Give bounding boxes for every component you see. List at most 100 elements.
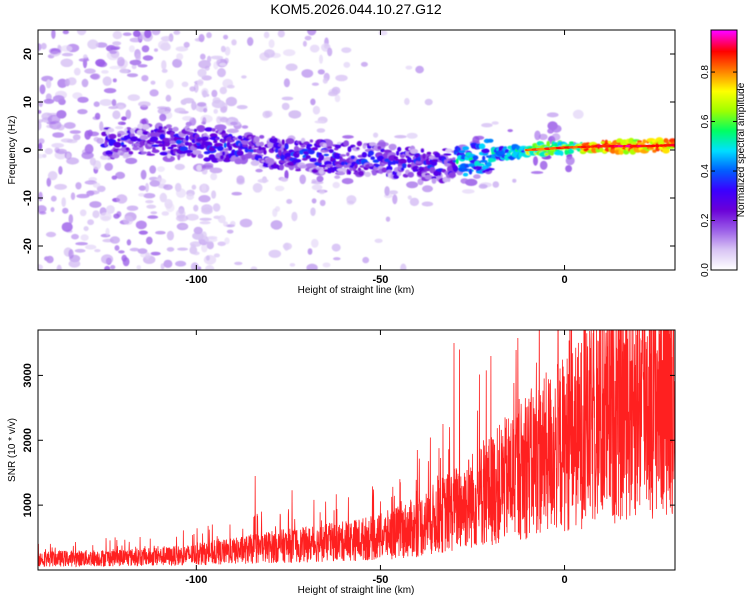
heatmap-cell — [199, 221, 211, 225]
heatmap-cell — [388, 143, 397, 151]
heatmap-cell — [145, 182, 149, 193]
heatmap-cell — [110, 46, 120, 51]
heatmap-cell — [189, 86, 196, 92]
heatmap-cell — [46, 177, 52, 187]
heatmap-cell — [115, 171, 126, 179]
heatmap-cell — [241, 139, 249, 145]
heatmap-cell — [116, 211, 122, 218]
colorbar-stripe — [711, 262, 737, 265]
heatmap-cell — [201, 168, 208, 175]
heatmap-cell — [397, 146, 402, 152]
heatmap-cell — [149, 132, 159, 138]
heatmap-cell — [38, 211, 47, 215]
heatmap-cell — [95, 59, 106, 67]
heatmap-cell — [138, 185, 147, 191]
heatmap-cell — [448, 172, 456, 179]
heatmap-cell — [71, 233, 79, 240]
heatmap-cell — [307, 248, 313, 255]
heatmap-cell — [219, 62, 227, 67]
heatmap-cell — [642, 139, 647, 144]
heatmap-cell — [121, 146, 128, 153]
heatmap-cell — [197, 102, 207, 107]
heatmap-cell — [106, 205, 115, 214]
heatmap-cell — [421, 201, 434, 207]
heatmap-cell — [157, 106, 168, 110]
colorbar-stripe — [711, 180, 737, 183]
heatmap-cell — [374, 238, 383, 243]
heatmap-cell — [231, 191, 242, 196]
heatmap-cell — [538, 133, 548, 141]
heatmap-cell — [479, 159, 488, 163]
heatmap-cell — [172, 126, 179, 132]
heatmap-cell — [415, 153, 420, 158]
heatmap-cell — [311, 82, 319, 86]
heatmap-cell — [128, 151, 134, 155]
heatmap-cell — [75, 242, 88, 246]
heatmap-cell — [213, 140, 218, 144]
heatmap-cell — [68, 214, 74, 224]
heatmap-cell — [398, 158, 407, 165]
colorbar-stripe — [711, 58, 737, 61]
colorbar-stripe — [711, 108, 737, 111]
heatmap-cell — [507, 129, 513, 133]
heatmap-cell — [236, 178, 245, 185]
heatmap-cell — [219, 155, 224, 160]
heatmap-cell — [197, 68, 207, 78]
heatmap-cell — [50, 195, 57, 202]
heatmap-cell — [546, 140, 551, 148]
heatmap-cell — [162, 155, 175, 162]
heatmap-cell — [180, 99, 187, 105]
heatmap-cell — [49, 48, 60, 55]
heatmap-cell — [193, 128, 198, 133]
heatmap-cell — [585, 145, 592, 148]
heatmap-cell — [149, 180, 161, 187]
heatmap-cell — [565, 165, 572, 173]
colorbar-tick-label: 0.2 — [700, 213, 711, 227]
heatmap-cell — [310, 207, 316, 216]
heatmap-cell — [250, 160, 260, 166]
heatmap-cell — [236, 150, 244, 157]
heatmap-cell — [139, 135, 149, 140]
heatmap-cell — [125, 109, 132, 120]
heatmap-cell — [424, 174, 434, 180]
heatmap-cell — [101, 254, 114, 265]
heatmap-cell — [415, 161, 423, 164]
snr-frame — [37, 329, 676, 571]
heatmap-cell — [56, 110, 67, 119]
heatmap-cell — [170, 131, 175, 138]
colorbar-stripe — [711, 128, 737, 131]
heatmap-cell — [112, 153, 120, 159]
heatmap-cell — [150, 251, 161, 256]
heatmap-cell — [88, 131, 100, 137]
heatmap-cell — [220, 45, 226, 53]
heatmap-cell — [260, 147, 266, 151]
heatmap-cell — [223, 142, 227, 149]
heatmap-cell — [239, 218, 253, 228]
heatmap-cell — [473, 174, 481, 179]
heatmap-cell — [206, 32, 212, 39]
colorbar-stripe — [711, 106, 737, 109]
heatmap-cell — [47, 114, 61, 124]
heatmap-cell — [400, 167, 405, 171]
spectrogram-xlabel: Height of straight line (km) — [298, 285, 415, 296]
heatmap-cell — [317, 69, 325, 75]
snr-series-line — [38, 330, 675, 568]
heatmap-cell — [131, 64, 137, 70]
heatmap-cell — [422, 153, 426, 160]
heatmap-cell — [247, 37, 254, 46]
heatmap-cell — [62, 30, 69, 35]
heatmap-cell — [533, 156, 538, 166]
heatmap-cell — [87, 219, 94, 226]
heatmap-cell — [111, 175, 118, 180]
heatmap-cell — [107, 128, 115, 133]
heatmap-cell — [113, 142, 122, 146]
heatmap-cell — [370, 156, 376, 161]
colorbar-stripe — [711, 208, 737, 211]
heatmap-cell — [309, 157, 317, 161]
heatmap-cell — [327, 47, 333, 57]
heatmap-cell — [487, 138, 494, 143]
colorbar-stripe — [711, 158, 737, 161]
heatmap-cell — [369, 163, 373, 167]
heatmap-cell — [108, 133, 117, 140]
heatmap-cell — [318, 189, 325, 195]
